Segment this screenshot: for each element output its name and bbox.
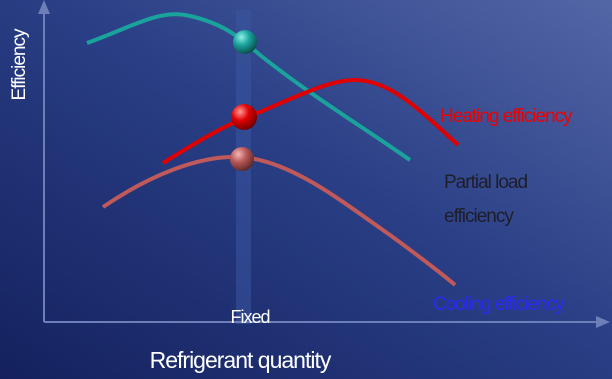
red-point: [231, 104, 257, 130]
heating-label: Heating efficiency: [440, 106, 573, 127]
salmon-point: [230, 147, 254, 171]
y-axis-label: Efficiency: [9, 28, 30, 100]
fixed-label: Fixed: [230, 307, 269, 327]
partial-load-label: Partial load: [444, 172, 527, 193]
red-curve: [161, 77, 460, 165]
cooling-label: Cooling efficiency: [433, 294, 565, 315]
x-axis-label: Refrigerant quantity: [150, 347, 332, 373]
teal-point: [233, 30, 257, 54]
partial-load-label: efficiency: [444, 206, 514, 227]
salmon-curve: [101, 154, 457, 287]
